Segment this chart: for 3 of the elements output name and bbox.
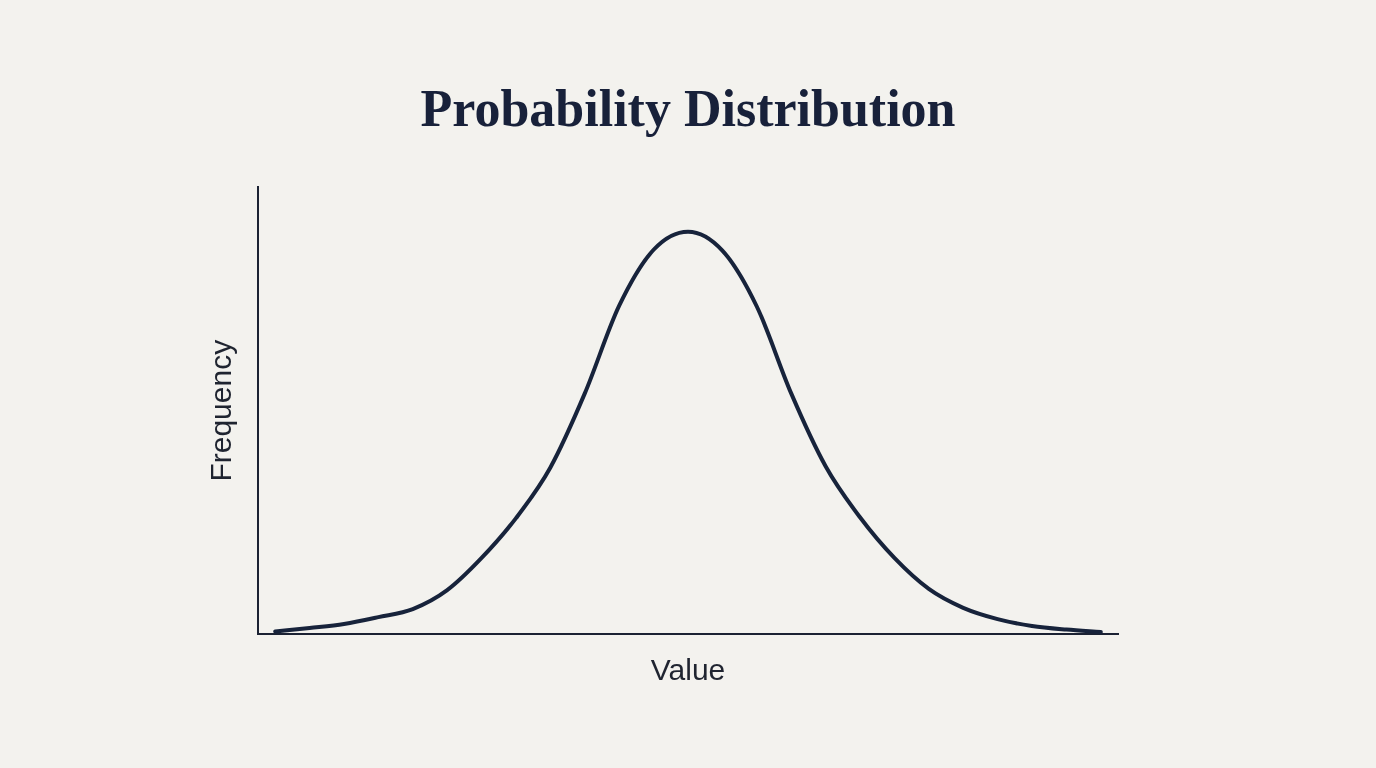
x-axis-title: Value (650, 653, 726, 687)
chart-title: Probability Distribution (420, 79, 956, 137)
y-axis-title: Frequency (204, 339, 238, 482)
